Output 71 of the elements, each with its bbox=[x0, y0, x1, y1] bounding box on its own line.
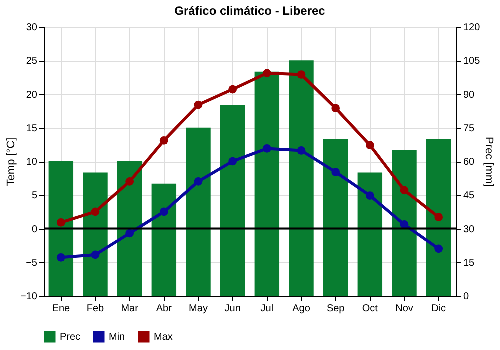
y2-tick-label: 45 bbox=[464, 190, 476, 202]
point bbox=[228, 85, 238, 94]
point bbox=[366, 141, 374, 150]
point bbox=[91, 208, 100, 216]
y-tick-label: 10 bbox=[26, 157, 38, 168]
x-tick-label: Oct bbox=[362, 304, 378, 314]
bar bbox=[289, 60, 314, 296]
legend-label: Prec bbox=[60, 332, 81, 343]
x-tick-label: Nov bbox=[396, 304, 414, 314]
point bbox=[332, 168, 340, 176]
point bbox=[160, 208, 168, 216]
x-tick-label: Ago bbox=[292, 304, 311, 314]
y2-tick-label: 0 bbox=[464, 292, 470, 302]
x-tick-label: May bbox=[189, 304, 208, 314]
bar bbox=[323, 139, 348, 296]
y-tick-label: 30 bbox=[26, 22, 38, 34]
point bbox=[332, 104, 340, 113]
point bbox=[56, 218, 66, 227]
y2-tick-label: 75 bbox=[464, 123, 476, 134]
x-tick-label: Mar bbox=[121, 304, 140, 314]
y2-tick-label: 90 bbox=[464, 90, 476, 101]
y-tick-label: 20 bbox=[26, 90, 38, 101]
x-tick-label: Abr bbox=[156, 304, 173, 314]
y-tick-label: 0 bbox=[32, 224, 38, 236]
bar bbox=[254, 72, 280, 296]
bar bbox=[48, 162, 74, 296]
legend-label: Max bbox=[154, 332, 173, 343]
y2-tick-label: 105 bbox=[464, 56, 481, 68]
point bbox=[366, 192, 374, 200]
point bbox=[126, 178, 134, 186]
y2-tick-label: 30 bbox=[464, 224, 476, 236]
bar bbox=[152, 184, 177, 296]
point bbox=[262, 69, 272, 78]
point bbox=[228, 157, 238, 166]
bar bbox=[117, 162, 142, 296]
y-tick-label: 15 bbox=[26, 123, 38, 134]
y-tick-label: −10 bbox=[20, 292, 38, 302]
x-tick-label: Dic bbox=[432, 304, 446, 314]
y2-tick-label: 60 bbox=[464, 157, 476, 168]
point bbox=[434, 213, 444, 222]
point bbox=[400, 186, 409, 195]
point bbox=[160, 136, 168, 145]
bar bbox=[186, 128, 211, 296]
point bbox=[297, 70, 306, 79]
point bbox=[91, 250, 100, 260]
y2-tick-label: 120 bbox=[464, 22, 481, 34]
y-axis-title: Temp [°C] bbox=[6, 138, 18, 186]
point bbox=[126, 229, 134, 238]
y-tick-label: −5 bbox=[26, 258, 38, 269]
x-tick-label: Jun bbox=[224, 304, 241, 314]
point bbox=[194, 100, 203, 110]
bar bbox=[220, 105, 246, 296]
point bbox=[400, 220, 409, 229]
y-tick-label: 5 bbox=[32, 190, 38, 202]
y2-tick-label: 15 bbox=[464, 258, 476, 269]
y2-axis-title: Prec [mm] bbox=[483, 136, 496, 188]
x-tick-label: Feb bbox=[86, 304, 105, 314]
point bbox=[297, 146, 306, 155]
point bbox=[434, 244, 444, 254]
x-tick-label: Jul bbox=[260, 304, 274, 314]
point bbox=[56, 253, 66, 262]
bar bbox=[426, 139, 452, 296]
bar bbox=[392, 150, 417, 296]
point bbox=[262, 144, 272, 153]
x-tick-label: Ene bbox=[52, 304, 70, 314]
point bbox=[194, 178, 203, 186]
y-tick-label: 25 bbox=[26, 56, 38, 68]
chart-title: Gráfico climático - Liberec bbox=[174, 4, 326, 18]
x-tick-label: Sep bbox=[326, 304, 346, 314]
bar bbox=[358, 172, 383, 296]
legend-label: Min bbox=[109, 332, 126, 343]
